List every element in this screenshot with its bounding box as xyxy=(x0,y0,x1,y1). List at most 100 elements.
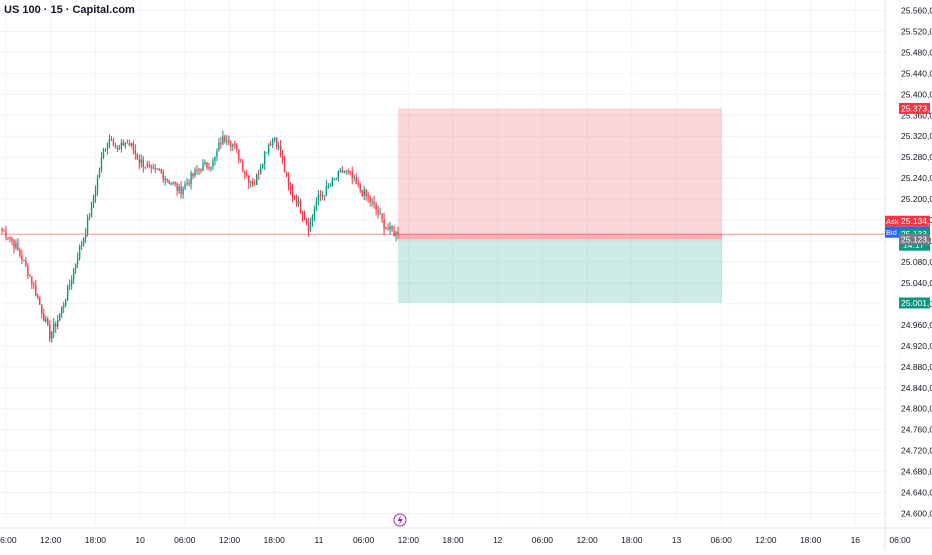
candle-body xyxy=(53,323,55,333)
candle-body xyxy=(176,183,178,191)
bid-tag xyxy=(885,226,899,238)
candle-body xyxy=(190,173,192,185)
candle-body xyxy=(92,197,95,203)
candle-body xyxy=(361,190,363,196)
candle-body xyxy=(43,313,45,322)
candle-body xyxy=(275,137,278,147)
x-axis-tick-label: 12:00 xyxy=(755,535,777,545)
candle-body xyxy=(152,167,154,169)
candle-body xyxy=(29,275,31,277)
candle-body xyxy=(355,177,357,184)
candle-body xyxy=(391,225,393,231)
bar-countdown-label: 14:17 xyxy=(903,240,925,250)
candle-body xyxy=(9,237,11,239)
candle-body xyxy=(47,318,49,325)
candle-body xyxy=(313,209,316,217)
candle-body xyxy=(317,195,320,201)
candle-body xyxy=(383,218,385,230)
y-axis-tick-label: 25.080,0 xyxy=(901,257,932,267)
candle-body xyxy=(224,136,226,142)
candle-body xyxy=(319,195,322,197)
candle-body xyxy=(232,144,234,147)
candle-body xyxy=(27,265,29,276)
candle-body xyxy=(102,149,105,158)
candle-body xyxy=(301,212,304,217)
ask-badge xyxy=(899,215,930,227)
x-axis-tick-label: 12:00 xyxy=(576,535,598,545)
x-axis-tick-label: 12:00 xyxy=(398,535,420,545)
candle-body xyxy=(256,174,258,186)
x-axis-tick-label: 18:00 xyxy=(264,535,286,545)
candle-body xyxy=(269,144,272,146)
candle-body xyxy=(359,184,361,191)
candle-body xyxy=(49,324,51,339)
y-axis-tick-label: 24.800,0 xyxy=(901,404,932,414)
x-axis-tick-label: 06:00 xyxy=(0,535,17,545)
candle-body xyxy=(283,160,286,173)
candle-body xyxy=(198,169,200,171)
open-pnl-zone xyxy=(398,234,722,240)
candle-body xyxy=(321,195,324,197)
candle-body xyxy=(331,179,334,186)
candle-body xyxy=(196,169,198,171)
x-axis-tick-label: 18:00 xyxy=(442,535,464,545)
x-axis-tick-label: 10 xyxy=(135,535,145,545)
candle-body xyxy=(25,259,27,266)
candle-body xyxy=(1,228,3,231)
candle-body xyxy=(246,173,248,176)
y-axis-tick-label: 25.280,0 xyxy=(901,152,932,162)
y-axis-tick-label: 24.720,0 xyxy=(901,446,932,456)
candle-body xyxy=(244,170,246,174)
candle-body xyxy=(142,159,144,167)
candle-body xyxy=(33,284,35,286)
candle-body xyxy=(371,201,373,203)
candle-body xyxy=(208,167,210,169)
candle-body xyxy=(397,231,399,235)
ask-tag xyxy=(885,215,899,227)
candle-body xyxy=(7,237,9,239)
candle-body xyxy=(96,177,99,191)
candle-body xyxy=(184,184,186,189)
candle-body xyxy=(154,168,156,170)
x-axis-tick-label: 06:00 xyxy=(889,535,911,545)
candle-body xyxy=(204,162,206,164)
y-axis-tick-label: 24.920,0 xyxy=(901,341,932,351)
candle-body xyxy=(62,305,65,307)
candle-body xyxy=(271,139,274,146)
candle-body xyxy=(146,164,148,168)
candle-body xyxy=(172,182,174,184)
candle-body xyxy=(287,175,290,186)
stop-loss-zone[interactable] xyxy=(398,108,722,240)
y-axis-tick-label: 25.200,0 xyxy=(901,194,932,204)
candle-body xyxy=(339,170,341,172)
candle-body xyxy=(76,258,79,265)
candle-body xyxy=(363,189,365,196)
x-axis-tick-label: 16 xyxy=(851,535,861,545)
candle-body xyxy=(148,164,150,167)
symbol-title: US 100 · 15 · Capital.com xyxy=(4,4,135,16)
candle-body xyxy=(140,159,142,163)
candle-body xyxy=(31,276,33,285)
candle-body xyxy=(333,179,336,181)
candle-body xyxy=(41,304,43,314)
entry-price-label: 25.123,1 xyxy=(901,234,932,244)
candle-body xyxy=(174,182,176,184)
candle-body xyxy=(100,157,103,171)
take-profit-zone[interactable] xyxy=(398,239,722,303)
y-axis-tick-label: 24.640,0 xyxy=(901,488,932,498)
x-axis-tick-label: 18:00 xyxy=(85,535,107,545)
candle-body xyxy=(365,189,367,197)
y-axis-tick-label: 25.320,0 xyxy=(901,131,932,141)
bid-tag-label: Bid xyxy=(886,228,897,237)
candle-body xyxy=(377,210,379,214)
candle-body xyxy=(59,313,61,321)
candle-body xyxy=(323,195,326,197)
x-axis-tick-label: 06:00 xyxy=(711,535,733,545)
x-axis-tick-label: 06:00 xyxy=(174,535,196,545)
candle-body xyxy=(45,318,47,322)
candle-body xyxy=(35,285,37,296)
candle-body xyxy=(104,148,107,150)
candle-body xyxy=(206,162,208,168)
